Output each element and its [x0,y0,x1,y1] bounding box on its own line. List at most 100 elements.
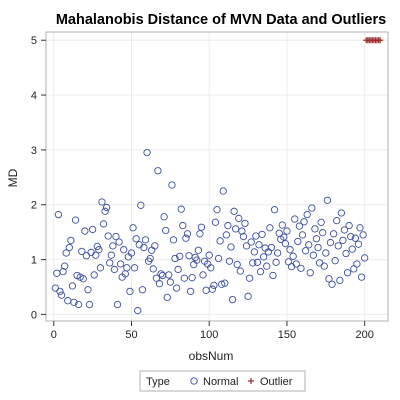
normal-point [84,286,92,294]
normal-point [325,275,333,283]
normal-point [273,249,282,257]
normal-point [51,284,59,292]
normal-point [107,251,115,259]
normal-point [210,281,218,290]
normal-point [65,243,73,252]
normal-point [197,223,206,231]
normal-point [236,267,244,275]
normal-point [353,260,361,268]
normal-point [112,232,120,241]
normal-point [148,246,156,254]
normal-point [137,201,145,209]
normal-point [259,253,268,261]
normal-point [297,264,305,273]
normal-point [185,252,193,260]
normal-point [53,269,61,277]
normal-point [160,213,168,221]
y-axis-label: MD [6,168,20,187]
normal-point [110,265,119,274]
normal-point [176,252,184,260]
normal-point [140,243,148,252]
normal-point [359,231,367,239]
normal-point [320,262,328,270]
normal-point [79,275,87,283]
x-tick-label: 0 [51,329,57,341]
normal-point [311,225,319,233]
normal-point [151,242,159,250]
normal-point [292,260,300,268]
normal-point [166,278,175,286]
normal-point [214,254,223,263]
normal-point [106,259,114,267]
normal-point [59,267,67,276]
normal-point [228,295,237,304]
normal-point [294,237,302,246]
normal-point [205,251,213,259]
normal-point [336,276,344,285]
normal-point [104,232,112,240]
normal-point [169,236,178,244]
y-tick-label: 2 [31,200,37,212]
normal-point [143,148,151,157]
normal-point [328,280,336,288]
normal-point [312,235,321,243]
outlier-point [377,37,384,44]
normal-point [190,260,198,269]
normal-point [361,254,369,262]
normal-point [81,227,89,235]
normal-point [180,274,189,282]
normal-point [339,236,347,245]
normal-point [68,282,77,290]
normal-point [62,249,70,257]
normal-point [134,306,142,315]
normal-point [123,264,131,272]
normal-point [165,271,173,279]
normal-point [71,216,80,224]
normal-point [194,246,202,254]
normal-point [300,218,308,226]
normal-point [213,206,221,214]
normal-point [157,270,165,278]
normal-point [269,271,277,280]
normal-point [99,220,108,228]
normal-point [308,204,316,212]
normal-point [303,210,311,219]
normal-point [329,230,338,238]
normal-point [222,231,230,239]
normal-point [345,221,353,230]
normal-point [61,262,69,270]
normal-point [98,198,106,206]
normal-point [270,206,279,214]
normal-point [152,274,161,282]
y-tick-label: 3 [31,145,37,157]
normal-point [334,242,342,250]
normal-point [317,218,325,226]
normal-point [92,251,100,259]
normal-point [315,259,324,267]
normal-point [202,286,210,294]
legend-normal-label: Normal [203,376,238,388]
normal-point [225,257,234,265]
normal-point [298,231,307,239]
normal-point [211,218,220,226]
x-tick-label: 150 [278,329,296,341]
normal-point [267,243,276,252]
normal-point [70,298,78,307]
normal-point [326,238,335,247]
normal-point [289,252,297,260]
normal-point [278,221,286,229]
normal-point [356,224,364,232]
normal-point [263,262,271,270]
normal-point [154,167,162,175]
normal-point [340,226,349,234]
normal-point [95,246,103,254]
normal-point [337,209,346,217]
normal-point [266,224,274,232]
normal-point [281,240,290,248]
normal-point [67,236,75,245]
chart-title: Mahalanobis Distance of MVN Data and Out… [56,12,386,28]
y-tick-label: 0 [31,309,37,321]
legend-normal-marker [190,377,198,385]
normal-point [149,265,157,273]
